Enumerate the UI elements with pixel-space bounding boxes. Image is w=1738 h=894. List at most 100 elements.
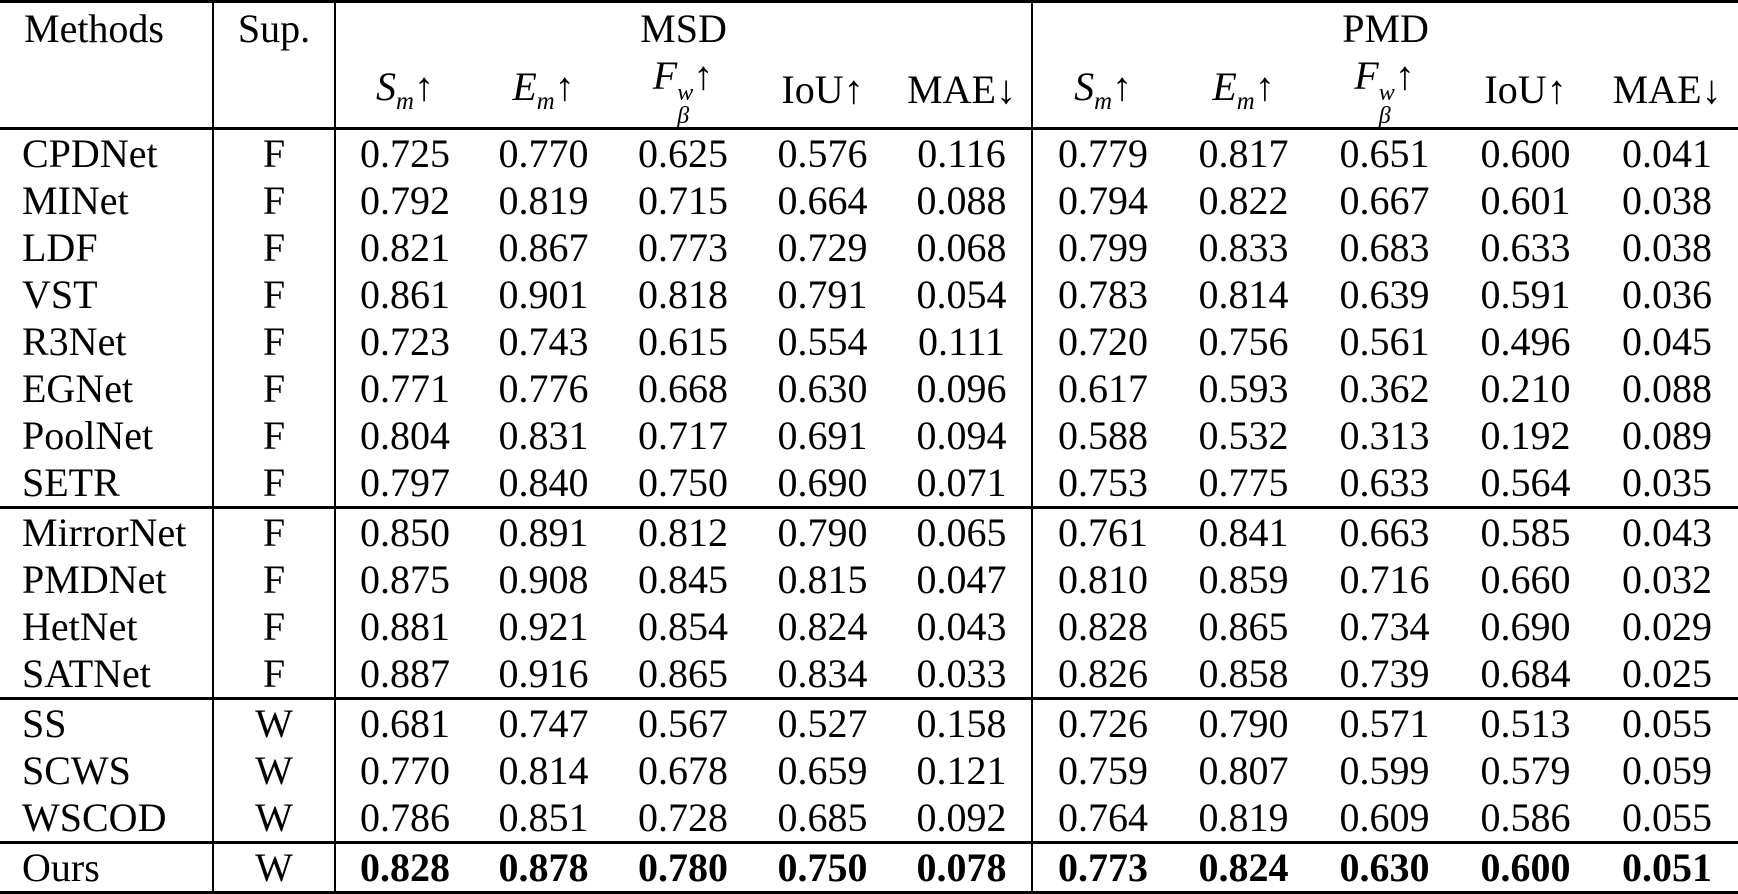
msd-fw-value: 0.678	[638, 748, 728, 794]
pmd-fw-value: 0.561	[1339, 319, 1430, 365]
pmd-fw-value: 0.571	[1314, 697, 1456, 748]
msd-em-value: 0.916	[498, 651, 589, 697]
msd-iou-value: 0.750	[753, 841, 892, 893]
pmd-sm-value: 0.761	[1032, 506, 1174, 557]
method-name: EGNet	[0, 365, 214, 413]
msd-iou-value: 0.791	[777, 272, 868, 318]
pmd-sm-value: 0.720	[1058, 319, 1149, 365]
pmd-mae-value: 0.055	[1596, 697, 1738, 748]
metric-symbol: MAE	[907, 67, 996, 113]
pmd-iou-value: 0.586	[1480, 795, 1571, 841]
pmd-fw-value: 0.313	[1339, 413, 1430, 459]
method-name: HetNet	[0, 603, 214, 651]
pmd-iou-value: 0.633	[1480, 225, 1571, 271]
pmd-fw-value: 0.734	[1339, 604, 1430, 650]
metric-symbol: S	[1074, 64, 1095, 110]
msd-em-value: 0.814	[498, 748, 589, 794]
pmd-em-value: 0.841	[1173, 506, 1315, 557]
msd-fw-value: 0.717	[638, 413, 728, 459]
up-arrow-icon: ↑	[1111, 64, 1132, 110]
msd-mae-value: 0.033	[892, 650, 1034, 699]
metric-symbol: F	[1354, 53, 1379, 98]
pmd-mae-value: 0.029	[1622, 604, 1713, 650]
msd-iou-header: IoU↑	[753, 52, 892, 129]
msd-sm-value: 0.887	[360, 651, 450, 697]
pmd-sm-value: 0.617	[1058, 366, 1149, 412]
method-name: SS	[0, 697, 214, 748]
method-name: WSCOD	[0, 794, 214, 843]
msd-sm-value: 0.681	[335, 697, 474, 748]
up-arrow-icon: ↑	[1546, 67, 1567, 113]
table-row: Ours W 0.828 0.878 0.780 0.750 0.078 0.7…	[0, 841, 1738, 893]
pmd-fw-value: 0.683	[1339, 225, 1430, 271]
msd-iou-value: 0.690	[777, 460, 868, 506]
msd-sm-value: 0.828	[335, 841, 474, 893]
msd-sm-value: 0.821	[360, 225, 450, 271]
msd-mae-value: 0.078	[892, 841, 1034, 893]
metric-superscript: w	[1378, 79, 1395, 106]
msd-iou-value: 0.630	[777, 366, 868, 412]
msd-mae-value: 0.111	[892, 318, 1034, 366]
pmd-em-value: 0.859	[1198, 557, 1289, 603]
msd-fw-value: 0.818	[638, 272, 728, 318]
pmd-sm-value: 0.779	[1058, 131, 1149, 177]
msd-sm-value: 0.797	[360, 460, 450, 506]
pmd-sm-value: 0.773	[1032, 841, 1174, 893]
pmd-mae-value: 0.051	[1596, 841, 1738, 893]
msd-em-value: 0.878	[474, 841, 613, 893]
table-row: LDF F 0.821 0.867 0.773 0.729 0.068 0.79…	[0, 224, 1738, 272]
metric-subscript: β	[677, 102, 690, 129]
pmd-sm-value: 0.799	[1058, 225, 1149, 271]
pmd-mae-value: 0.059	[1622, 748, 1713, 794]
pmd-em-value: 0.819	[1198, 795, 1289, 841]
pmd-mae-value: 0.043	[1596, 506, 1738, 557]
metric-subscript: m	[1236, 88, 1255, 116]
pmd-fw-value: 0.663	[1314, 506, 1456, 557]
pmd-iou-value: 0.513	[1455, 697, 1597, 748]
msd-em-value: 0.747	[474, 697, 613, 748]
supervision-column-header: Sup.	[213, 1, 336, 129]
table-row: MINet F 0.792 0.819 0.715 0.664 0.088 0.…	[0, 177, 1738, 225]
pmd-iou-value: 0.684	[1480, 651, 1571, 697]
msd-iou-value: 0.824	[777, 604, 868, 650]
msd-iou-value: 0.685	[777, 795, 868, 841]
method-name: R3Net	[0, 318, 214, 366]
pmd-iou-value: 0.210	[1480, 366, 1571, 412]
method-name: MINet	[0, 177, 214, 225]
pmd-sm-value: 0.794	[1058, 178, 1149, 224]
msd-iou-value: 0.664	[777, 178, 868, 224]
metric-symbol: F	[652, 53, 678, 98]
pmd-em-value: 0.814	[1198, 272, 1289, 318]
msd-sm-value: 0.770	[360, 748, 450, 794]
method-name: LDF	[0, 224, 214, 272]
msd-sm-value: 0.881	[360, 604, 450, 650]
pmd-mae-value: 0.038	[1622, 178, 1713, 224]
pmd-em-value: 0.865	[1198, 604, 1289, 650]
table-row: CPDNet F 0.725 0.770 0.625 0.576 0.116 0…	[0, 128, 1738, 178]
supervision-type: W	[213, 794, 336, 843]
pmd-em-value: 0.790	[1173, 697, 1315, 748]
pmd-em-value: 0.833	[1198, 225, 1289, 271]
method-name: SATNet	[0, 650, 214, 699]
msd-mae-value: 0.096	[892, 365, 1034, 413]
msd-fw-value: 0.854	[638, 604, 728, 650]
pmd-sm-value: 0.759	[1058, 748, 1149, 794]
msd-fw-value: 0.780	[613, 841, 753, 893]
msd-em-value: 0.770	[498, 131, 589, 177]
msd-sm-value: 0.771	[360, 366, 450, 412]
up-arrow-icon: ↑	[1394, 53, 1415, 98]
supervision-type: F	[213, 177, 336, 225]
table-row: SATNet F 0.887 0.916 0.865 0.834 0.033 0…	[0, 650, 1738, 699]
pmd-em-value: 0.775	[1198, 460, 1289, 506]
pmd-fw-value: 0.633	[1339, 460, 1430, 506]
pmd-mae-value: 0.041	[1622, 131, 1713, 177]
msd-sm-value: 0.725	[360, 131, 450, 177]
msd-mae-header: MAE↓	[892, 52, 1034, 129]
pmd-em-header: Em↑	[1173, 52, 1314, 129]
msd-iou-value: 0.554	[777, 319, 868, 365]
pmd-mae-value: 0.055	[1622, 795, 1713, 841]
metric-symbol: E	[512, 64, 537, 110]
